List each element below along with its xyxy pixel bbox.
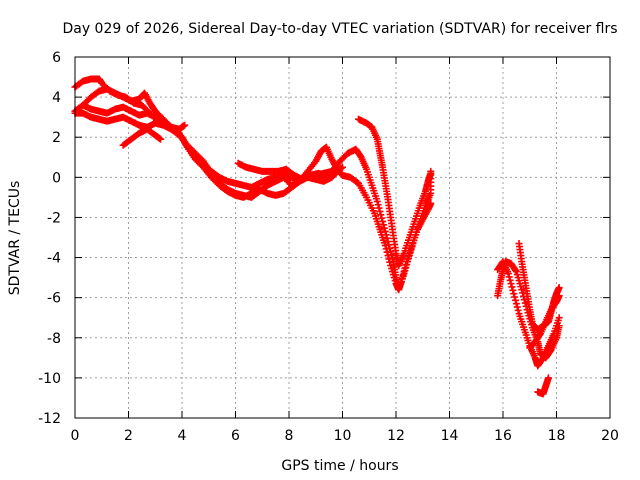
data-point bbox=[337, 164, 345, 172]
data-point bbox=[375, 204, 383, 212]
y-tick-label: -10 bbox=[38, 371, 61, 387]
y-tick-label: -8 bbox=[47, 331, 61, 347]
data-point bbox=[384, 238, 392, 246]
x-tick-label: 4 bbox=[178, 428, 187, 444]
data-point bbox=[383, 248, 391, 256]
data-point bbox=[555, 284, 563, 292]
data-point bbox=[505, 273, 513, 281]
x-tick-label: 2 bbox=[124, 428, 133, 444]
y-tick-label: -12 bbox=[38, 411, 61, 427]
data-point bbox=[181, 121, 189, 129]
data-point bbox=[374, 201, 382, 209]
data-point bbox=[506, 276, 514, 284]
series-track-4 bbox=[355, 115, 435, 270]
series-track-7 bbox=[119, 125, 165, 149]
y-tick-label: -6 bbox=[47, 291, 61, 307]
data-point bbox=[384, 252, 392, 260]
data-point bbox=[376, 207, 384, 215]
data-point bbox=[509, 286, 517, 294]
data-point bbox=[510, 290, 518, 298]
series-track-11 bbox=[526, 292, 563, 352]
series-track-5 bbox=[234, 159, 346, 183]
x-tick-label: 6 bbox=[231, 428, 240, 444]
data-point bbox=[507, 280, 515, 288]
data-markers bbox=[71, 75, 563, 398]
x-tick-label: 14 bbox=[441, 428, 459, 444]
data-point bbox=[385, 255, 393, 263]
data-point bbox=[514, 306, 522, 314]
x-tick-label: 18 bbox=[548, 428, 566, 444]
data-point bbox=[508, 283, 516, 291]
data-point bbox=[511, 296, 519, 304]
data-point bbox=[555, 292, 563, 300]
data-point bbox=[373, 197, 381, 205]
x-tick-label: 12 bbox=[387, 428, 405, 444]
data-point bbox=[511, 293, 519, 301]
x-tick-label: 20 bbox=[601, 428, 619, 444]
data-point bbox=[504, 270, 512, 278]
series-track-9 bbox=[494, 258, 563, 370]
data-point bbox=[386, 258, 394, 266]
data-point bbox=[555, 314, 563, 322]
x-tick-label: 8 bbox=[285, 428, 294, 444]
x-axis-label: GPS time / hours bbox=[281, 458, 398, 474]
data-point bbox=[427, 169, 435, 177]
data-point bbox=[544, 374, 552, 382]
series-track-2 bbox=[71, 85, 435, 294]
data-point bbox=[518, 286, 526, 294]
series-track-12 bbox=[534, 374, 552, 398]
y-tick-label: 4 bbox=[52, 90, 61, 106]
x-tick-label: 0 bbox=[71, 428, 80, 444]
data-point bbox=[157, 135, 165, 143]
x-tick-label: 16 bbox=[494, 428, 512, 444]
y-tick-label: -4 bbox=[47, 251, 61, 267]
x-tick-label: 10 bbox=[334, 428, 352, 444]
y-tick-label: 0 bbox=[52, 170, 61, 186]
series-track-6 bbox=[79, 101, 189, 133]
chart-title: Day 029 of 2026, Sidereal Day-to-day VTE… bbox=[62, 21, 617, 37]
y-tick-label: -2 bbox=[47, 210, 61, 226]
data-point bbox=[511, 266, 519, 274]
y-tick-label: 2 bbox=[52, 130, 61, 146]
series-track-3 bbox=[71, 109, 344, 201]
axis-ticks: 0 2 4 6 8 10 12 14 16 18 20 -12 -10 -8 -6 -4 -2 0 2 4 6 bbox=[38, 50, 619, 444]
data-point bbox=[382, 245, 390, 253]
data-point bbox=[377, 211, 385, 219]
data-point bbox=[381, 242, 389, 250]
data-point bbox=[513, 303, 521, 311]
y-axis-label: SDTVAR / TECUs bbox=[7, 181, 23, 296]
y-tick-label: 6 bbox=[52, 50, 61, 66]
data-point bbox=[512, 300, 520, 308]
data-point bbox=[380, 224, 388, 232]
data-point bbox=[339, 163, 346, 171]
